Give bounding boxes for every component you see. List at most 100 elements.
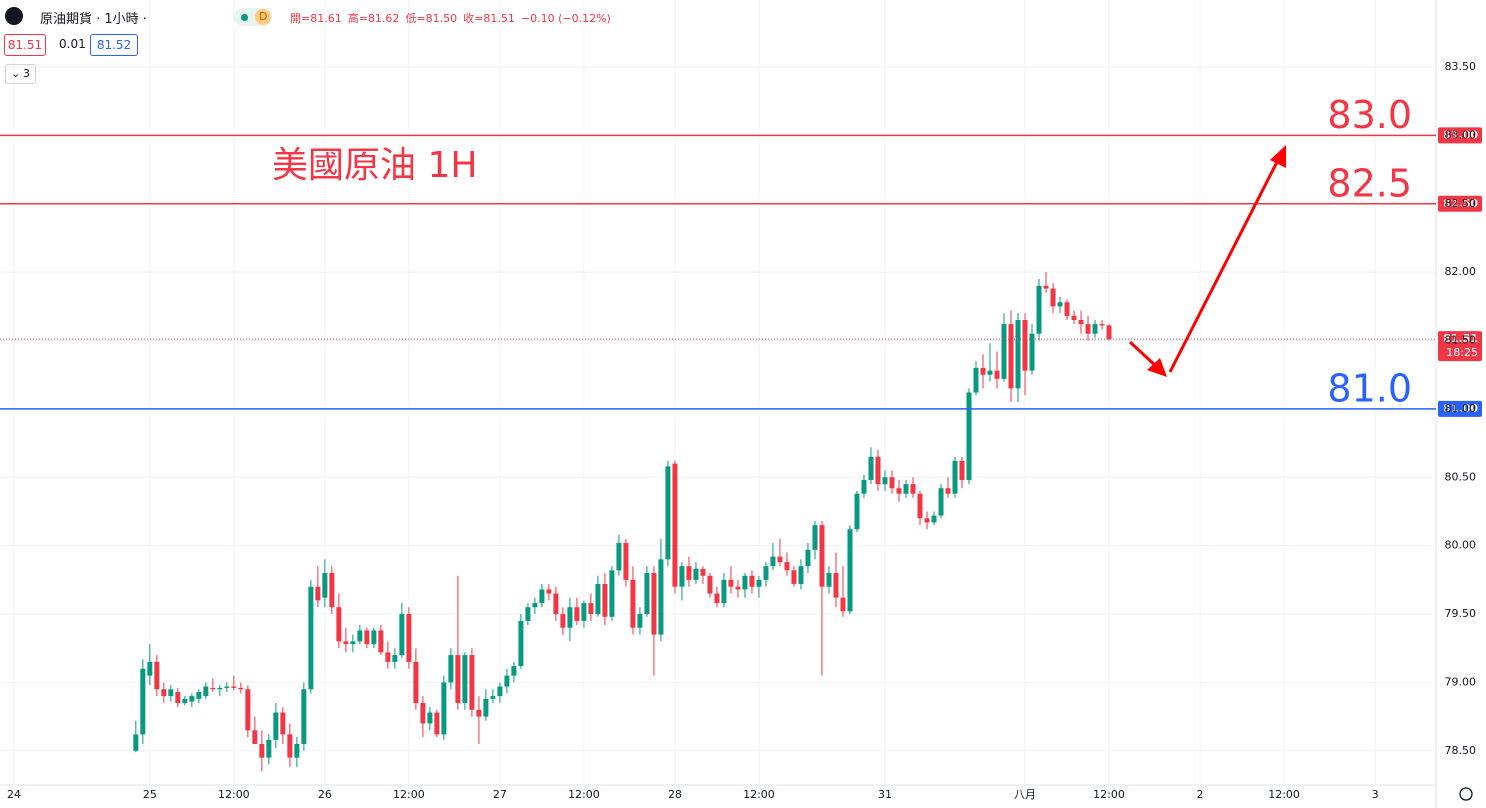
candle-body (854, 493, 860, 530)
candle-body (175, 692, 181, 703)
badge-text: D (255, 9, 272, 25)
ohlc-item: 開=81.61 (290, 12, 342, 25)
candle-body (399, 614, 405, 656)
candle-body (413, 661, 419, 703)
annotation: 美國原油 1H (272, 145, 477, 186)
candle-body (189, 696, 195, 702)
candle-body (672, 463, 678, 587)
symbol-title[interactable]: 原油期貨 · 1小時 · (40, 12, 147, 27)
candle-body (469, 655, 475, 710)
candle-body (301, 689, 307, 744)
bid-box[interactable]: 81.51 (4, 34, 46, 56)
candle-body (490, 696, 496, 699)
candle-body (322, 573, 328, 598)
candle-body (980, 367, 986, 375)
candle-body (1092, 324, 1098, 334)
candle-body (196, 692, 202, 699)
candle-body (357, 630, 363, 642)
candle-body (266, 739, 272, 758)
y-tick-label: 79.50 (1445, 607, 1477, 620)
candle-body (861, 480, 867, 494)
candle-body (161, 689, 167, 697)
candle-body (427, 712, 433, 724)
candle-body (133, 734, 139, 751)
candle-body (182, 698, 188, 703)
candle-body (973, 367, 979, 393)
candle-body (1036, 285, 1042, 334)
symbol-icon[interactable] (5, 7, 23, 25)
candle-body (1015, 320, 1021, 389)
candle-body (609, 570, 615, 617)
candle-body (749, 575, 755, 587)
candle-body (966, 392, 972, 481)
candle-body (462, 655, 468, 703)
x-tick-label: 28 (668, 788, 682, 801)
candle-body (420, 702, 426, 724)
candle-body (497, 686, 503, 697)
candle-body (602, 583, 608, 617)
candle-body (896, 488, 902, 494)
x-tick-label: 27 (493, 788, 507, 801)
candle-body (658, 559, 664, 635)
arrow (1128, 145, 1286, 377)
candle-body (714, 593, 720, 604)
candle-body (434, 712, 440, 735)
candle-body (938, 488, 944, 516)
candle-body (728, 579, 734, 587)
x-tick-label: 3 (1372, 788, 1379, 801)
price-tag-text: 82.50 (1443, 197, 1478, 210)
candle-body (280, 712, 286, 735)
line-label: 81.0 (1327, 366, 1412, 410)
candle-body (1071, 315, 1077, 321)
candle-body (693, 568, 699, 580)
candle-body (238, 687, 244, 690)
candle-body (560, 614, 566, 628)
candle-body (847, 529, 853, 612)
candle-body (770, 556, 776, 567)
candle-body (952, 460, 958, 494)
candle-body (721, 579, 727, 604)
candle-body (574, 607, 580, 621)
y-tick-label: 81.00 (1445, 402, 1477, 415)
candle-body (385, 652, 391, 662)
indicator-toggle[interactable]: ⌄ 3 (5, 64, 36, 84)
candle-body (840, 597, 846, 612)
candle-body (924, 518, 930, 523)
candle-body (350, 641, 356, 645)
candle-body (210, 687, 216, 690)
candle-body (987, 370, 993, 375)
candle-body (147, 661, 153, 676)
candle-body (784, 562, 790, 571)
candle-body (441, 682, 447, 735)
indicator-count: 3 (23, 67, 30, 80)
x-tick-label: 31 (878, 788, 892, 801)
candle-body (392, 655, 398, 662)
candle-body (1001, 324, 1007, 379)
candle-body (546, 589, 552, 594)
candle-body (511, 666, 517, 676)
candle-body (336, 607, 342, 642)
ohlc-item: −0.10 (−0.12%) (520, 12, 611, 25)
candle-body (826, 573, 832, 587)
candle-body (917, 493, 923, 519)
status-badge: D (234, 8, 272, 26)
candle-body (378, 630, 384, 653)
candle-body (525, 607, 531, 621)
y-tick-label: 82.00 (1445, 265, 1477, 278)
candle-body (595, 583, 601, 615)
candle-body (931, 515, 937, 523)
y-tick-label: 83.50 (1445, 60, 1477, 73)
y-tick-label: 82.50 (1445, 197, 1477, 210)
candle-body (252, 730, 258, 744)
x-tick-label: 12:00 (568, 788, 600, 801)
ask-box[interactable]: 81.52 (90, 34, 138, 56)
ohlc-legend: 開=81.61 高=81.62 低=81.50 收=81.51 −0.10 (−0.12… (290, 10, 617, 26)
candle-body (518, 620, 524, 667)
price-tag-text: 83.00 (1443, 128, 1478, 141)
candle-body (532, 603, 538, 608)
settings-icon[interactable] (1459, 787, 1473, 801)
candle-body (686, 566, 692, 580)
ohlc-item: 高=81.62 (347, 12, 400, 25)
